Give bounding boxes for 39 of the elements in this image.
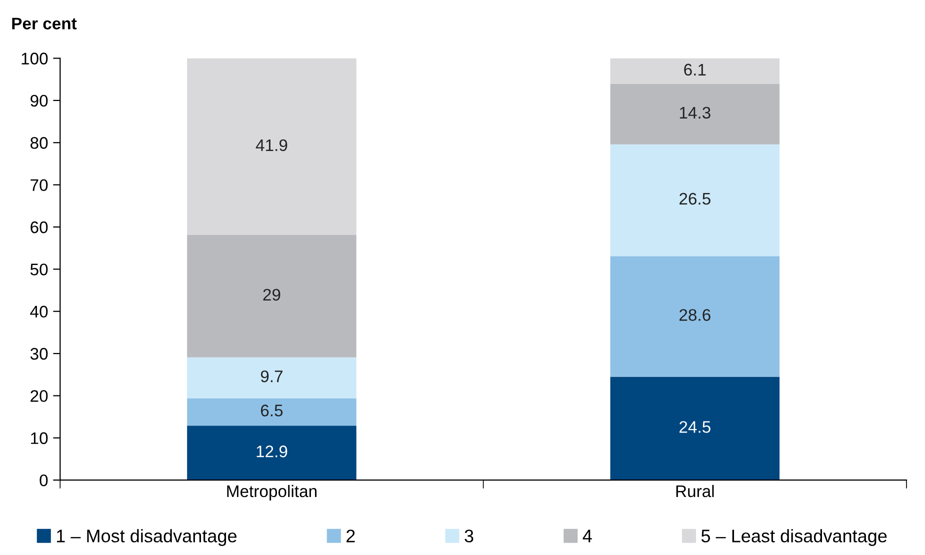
bar [187,235,356,358]
y-tick-label: 30 [30,348,48,360]
bar [610,84,780,144]
y-tick-label: 90 [30,94,48,107]
bar [610,256,780,377]
bar [187,58,356,236]
y-tick-label: 70 [30,179,48,192]
data-label: 9.7 [260,370,282,382]
bar [187,426,356,480]
legend-label: 1 – Most disadvantage [56,529,236,546]
data-label: 24.5 [680,421,710,433]
y-axis-title: Per cent [12,18,77,30]
y-tick-label: 0 [40,474,48,486]
legend-label: 2 [346,530,355,542]
x-tick-label: Metropolitan [227,484,316,500]
data-label: 29 [263,288,280,301]
legend-label: 3 [464,530,474,542]
data-label: 26.5 [680,192,710,205]
data-label: 41.9 [256,139,288,152]
y-tick-label: 40 [30,306,48,318]
legend-label: 4 [582,530,592,542]
legend-label: 5 – Least disadvantage [701,529,887,546]
data-label: 6.1 [684,64,706,76]
data-label: 28.6 [680,309,710,321]
y-tick-label: 60 [30,221,48,234]
y-tick-label: 50 [30,264,48,276]
y-tick-label: 20 [30,390,48,402]
bar [610,376,780,480]
data-label: 6.5 [260,404,283,416]
data-label: 14.3 [680,106,710,119]
y-tick-label: 10 [31,432,48,444]
bar [610,144,780,256]
y-tick-label: 80 [30,137,48,149]
bar [187,398,356,426]
bar [187,357,356,398]
y-tick-label: 100 [22,52,48,64]
bar [610,58,780,84]
x-tick-label: Rural [676,484,714,498]
data-label: 12.9 [256,446,288,458]
